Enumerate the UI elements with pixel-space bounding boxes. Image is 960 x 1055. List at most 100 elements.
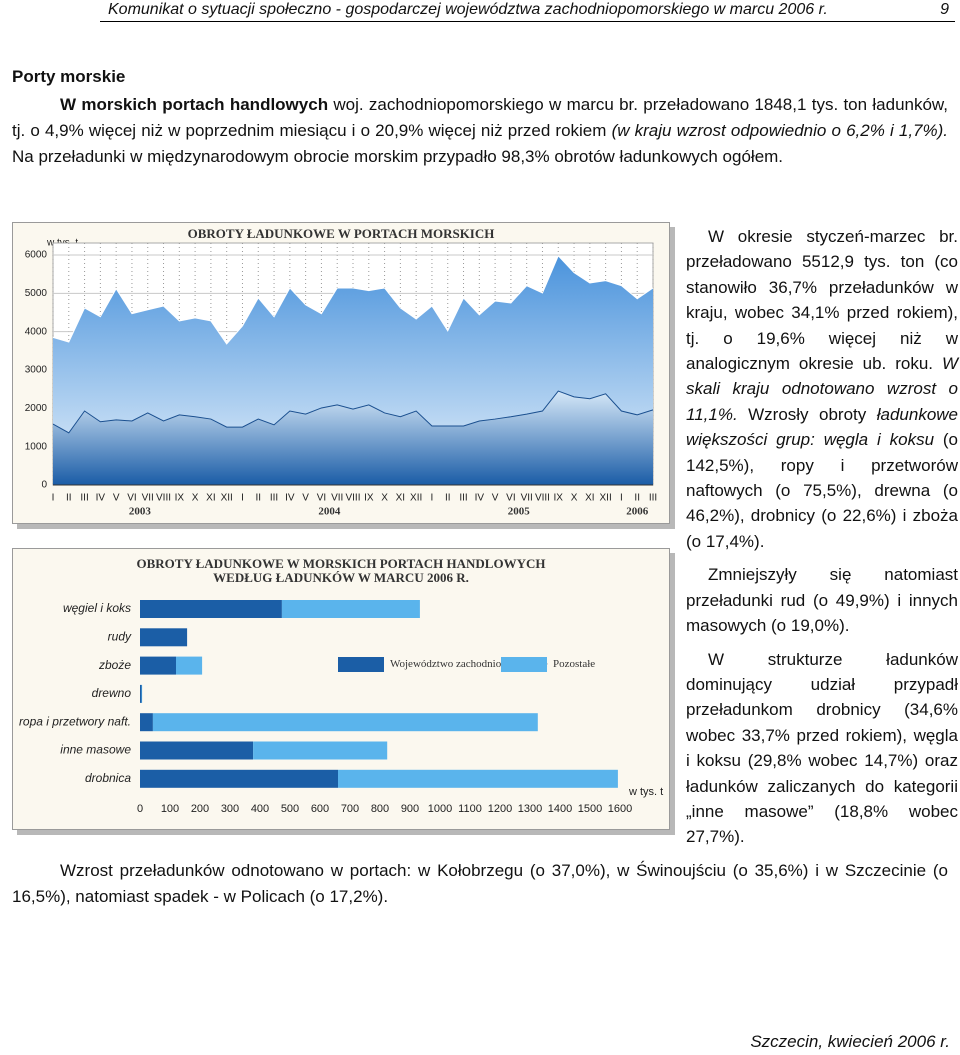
- x-tick-label: VI: [506, 493, 515, 504]
- page-number: 9: [940, 1, 949, 18]
- text-run: W strukturze ładunków dominujący udział …: [686, 649, 958, 847]
- bar: [140, 656, 176, 675]
- group-label: 2004: [318, 506, 341, 518]
- bar: [140, 600, 282, 618]
- text-run: (o 142,5%), ropy i przetworów naftowych …: [686, 430, 959, 551]
- x-tick-label: I: [241, 493, 244, 504]
- x-tick-label: I: [431, 493, 434, 504]
- x-tick-label: 1300: [518, 803, 542, 815]
- x-tick-label: 800: [371, 803, 389, 815]
- x-tick-label: VIII: [345, 493, 360, 504]
- y-tick-label: 1000: [25, 441, 48, 452]
- x-tick-label: I: [620, 493, 623, 504]
- y-tick-label: 3000: [25, 365, 48, 376]
- x-tick-label: 300: [221, 803, 239, 815]
- x-tick-label: III: [270, 493, 278, 504]
- area-line: [52, 390, 654, 434]
- text-run: (w kraju wzrost odpowiednio o 6,2% i 1,7…: [611, 121, 948, 140]
- x-tick-label: 500: [281, 803, 299, 815]
- x-tick-label: XI: [206, 493, 215, 504]
- x-tick-label: II: [634, 493, 640, 504]
- x-tick-label: III: [80, 493, 88, 504]
- category-label: ropa i przetwory naft.: [19, 714, 131, 728]
- footer: Szczecin, kwiecień 2006 r.: [750, 1032, 950, 1051]
- y-tick-label: 0: [41, 480, 47, 491]
- area-fill: [53, 391, 653, 485]
- bar: [281, 600, 420, 618]
- x-tick-label: XII: [221, 493, 233, 504]
- header: Komunikat o sytuacji społeczno - gospoda…: [100, 0, 955, 22]
- x-tick-label: VIII: [156, 493, 171, 504]
- paragraph: W okresie styczeń-marzec br. przeładowan…: [686, 224, 958, 554]
- x-tick-label: IX: [364, 493, 374, 504]
- text-run: ładunkowe większości grup: węgla i koksu: [686, 404, 958, 450]
- x-tick-label: 1000: [428, 803, 452, 815]
- header-title: Komunikat o sytuacji społeczno - gospoda…: [108, 1, 828, 18]
- x-tick-label: IV: [285, 493, 295, 504]
- section-title: Porty morskie: [12, 67, 126, 86]
- paragraph: Wzrost przeładunków odnotowano w portach…: [12, 858, 948, 910]
- paragraph: W strukturze ładunków dominujący udział …: [686, 647, 958, 850]
- paragraph: Zmniejszyły się natomiast przeładunki ru…: [686, 562, 958, 638]
- legend-label: Pozostałe: [553, 658, 595, 670]
- x-tick-label: X: [381, 493, 388, 504]
- x-tick-label: VII: [331, 493, 343, 504]
- x-tick-label: X: [571, 493, 578, 504]
- x-tick-label: XI: [585, 493, 594, 504]
- axis-label: w tys. t: [628, 786, 663, 798]
- legend-swatch: [338, 657, 384, 672]
- y-tick-label: 5000: [25, 288, 48, 299]
- bar: [140, 628, 188, 647]
- x-tick-label: VII: [521, 493, 533, 504]
- paragraph: W morskich portach handlowych woj. zacho…: [12, 92, 948, 170]
- text-run: Wzrost przeładunków odnotowano w portach…: [12, 861, 948, 906]
- x-tick-label: 1600: [608, 803, 632, 815]
- bar: [338, 769, 618, 788]
- x-tick-label: I: [52, 493, 55, 504]
- area-line: [52, 254, 654, 345]
- x-tick-label: IX: [175, 493, 185, 504]
- x-tick-label: II: [66, 493, 72, 504]
- text-run: W okresie styczeń-marzec br. przeładowan…: [686, 227, 958, 374]
- category-label: inne masowe: [60, 743, 131, 757]
- bar: [176, 656, 203, 675]
- bar: [152, 713, 538, 732]
- category-label: zboże: [98, 658, 131, 672]
- bar: [253, 741, 388, 760]
- x-tick-label: II: [445, 493, 451, 504]
- x-tick-label: 1500: [578, 803, 602, 815]
- x-tick-label: 1200: [488, 803, 512, 815]
- x-tick-label: IX: [554, 493, 564, 504]
- x-tick-label: 0: [137, 803, 143, 815]
- x-tick-label: XII: [600, 493, 612, 504]
- category-label: węgiel i koks: [63, 601, 131, 615]
- text-run: Zmniejszyły się natomiast przeładunki ru…: [686, 565, 958, 636]
- bar: [140, 769, 338, 788]
- bar: [140, 741, 254, 760]
- text-run: Wzrosły obroty: [737, 404, 877, 424]
- bar: [140, 684, 142, 703]
- x-tick-label: 900: [401, 803, 419, 815]
- x-tick-label: XII: [410, 493, 422, 504]
- legend-swatch: [501, 657, 547, 672]
- x-tick-label: XI: [396, 493, 405, 504]
- x-tick-label: IV: [96, 493, 106, 504]
- chart-title: OBROTY ŁADUNKOWE W MORSKICH PORTACH HAND…: [137, 556, 546, 571]
- y-tick-label: 6000: [25, 250, 48, 261]
- chart-title: OBROTY ŁADUNKOWE W PORTACH MORSKICH: [188, 226, 495, 241]
- x-tick-label: III: [459, 493, 467, 504]
- x-tick-label: 1400: [548, 803, 572, 815]
- x-tick-label: V: [302, 493, 309, 504]
- chart-title: WEDŁUG ŁADUNKÓW W MARCU 2006 R.: [213, 570, 469, 585]
- y-tick-label: 2000: [25, 403, 48, 414]
- side-column: W okresie styczeń-marzec br. przeładowan…: [686, 224, 958, 858]
- group-label: 2003: [129, 506, 152, 518]
- text-run: W skali kraju odnotowano wzrost o 11,1%.: [686, 354, 958, 424]
- x-tick-label: 200: [191, 803, 209, 815]
- x-tick-label: VI: [317, 493, 326, 504]
- text-run: W morskich portach handlowych: [60, 95, 329, 114]
- x-tick-label: 700: [341, 803, 359, 815]
- y-tick-label: 4000: [25, 326, 48, 337]
